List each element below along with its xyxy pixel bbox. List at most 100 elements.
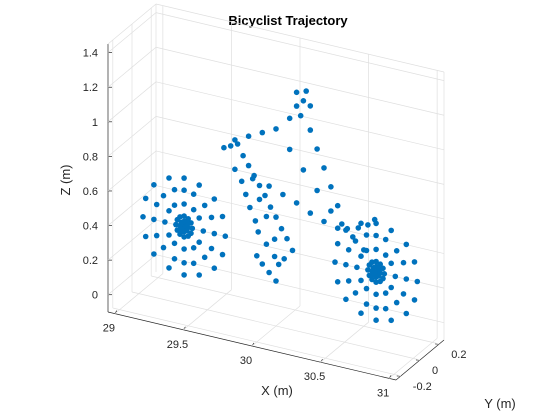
data-point xyxy=(255,229,261,235)
data-point xyxy=(171,186,178,193)
data-point xyxy=(358,253,364,259)
x-tick-label: 30 xyxy=(240,355,252,367)
z-tick-label: 0.4 xyxy=(83,221,98,233)
data-point xyxy=(363,285,370,292)
data-point xyxy=(286,146,293,153)
data-point xyxy=(307,210,314,216)
data-point xyxy=(321,165,327,171)
data-point xyxy=(273,214,279,220)
y-tick-label: -0.2 xyxy=(413,381,432,393)
z-tick-label: 0.8 xyxy=(83,151,98,163)
data-point xyxy=(339,221,345,227)
grid-line-z-side xyxy=(107,254,157,295)
data-point xyxy=(245,162,252,169)
grid-line-z-side xyxy=(107,185,157,226)
data-point xyxy=(334,279,341,285)
data-point xyxy=(219,213,226,220)
data-point xyxy=(160,192,167,199)
x-axis-label: X (m) xyxy=(261,383,293,398)
data-point xyxy=(321,218,327,225)
data-point xyxy=(184,227,190,234)
data-point xyxy=(343,296,349,303)
data-point xyxy=(388,260,395,267)
data-point xyxy=(314,187,320,194)
data-point xyxy=(373,317,379,324)
data-point xyxy=(388,317,395,324)
data-point xyxy=(142,195,149,202)
data-point xyxy=(259,129,266,136)
data-point xyxy=(300,167,307,173)
data-point xyxy=(350,234,356,240)
data-point xyxy=(414,278,421,285)
data-point xyxy=(286,115,293,122)
grid-line-z-back xyxy=(155,46,445,116)
data-point xyxy=(273,126,279,132)
grid-line-z-side xyxy=(107,46,157,88)
y-tick-label: 0.2 xyxy=(451,349,466,361)
z-tick-label: 1 xyxy=(92,117,98,129)
data-point xyxy=(234,141,241,147)
data-point xyxy=(151,182,157,188)
data-point xyxy=(245,133,252,139)
data-point xyxy=(400,259,407,266)
x-tick-label: 30.5 xyxy=(304,371,325,383)
box-edge xyxy=(155,3,445,73)
data-point xyxy=(328,208,334,214)
z-tick-label: 1.2 xyxy=(83,82,98,94)
data-point xyxy=(344,225,351,232)
y-tick-label: 0 xyxy=(432,365,438,377)
data-point xyxy=(358,277,364,284)
data-point xyxy=(227,143,234,149)
data-point xyxy=(196,182,202,188)
data-point xyxy=(303,88,310,94)
grid-line-z-side xyxy=(107,219,157,261)
data-point xyxy=(373,305,379,311)
data-point xyxy=(388,284,395,291)
data-point xyxy=(181,187,187,193)
data-point xyxy=(190,260,197,267)
data-point xyxy=(314,146,320,152)
data-point xyxy=(293,103,300,109)
data-point xyxy=(365,222,371,228)
data-point xyxy=(188,230,194,237)
data-point xyxy=(376,273,382,279)
data-point xyxy=(382,290,389,296)
data-point xyxy=(355,225,362,231)
data-point xyxy=(166,265,172,271)
data-point xyxy=(181,201,187,207)
chart-title: Bicyclist Trajectory xyxy=(228,13,348,28)
data-point xyxy=(289,247,296,254)
data-point xyxy=(181,175,187,181)
data-point xyxy=(174,216,181,223)
z-tick-label: 0 xyxy=(92,290,98,302)
data-point xyxy=(400,291,407,297)
data-point xyxy=(263,213,270,220)
data-point xyxy=(153,201,160,208)
data-point xyxy=(208,214,215,221)
data-point xyxy=(253,253,260,259)
data-point xyxy=(267,204,274,210)
data-point xyxy=(284,235,290,242)
data-point xyxy=(171,240,178,247)
data-point xyxy=(259,261,266,267)
grid-line-z-back xyxy=(155,12,445,81)
data-point xyxy=(373,246,379,253)
data-point xyxy=(411,259,418,265)
data-point xyxy=(373,232,379,239)
data-point xyxy=(200,228,207,234)
data-point xyxy=(196,272,202,278)
data-point xyxy=(166,208,172,214)
grid-line-y-floor xyxy=(112,307,401,377)
grid-line-z-back xyxy=(155,185,445,254)
data-point xyxy=(190,191,197,197)
grid-line-y-floor xyxy=(131,291,421,361)
data-point xyxy=(243,191,249,198)
data-point xyxy=(232,137,238,143)
data-point xyxy=(196,239,202,245)
data-point xyxy=(369,259,375,266)
grid-line-z-back xyxy=(155,150,445,220)
data-point xyxy=(403,276,410,282)
data-point xyxy=(181,272,187,278)
x-tick-label: 31 xyxy=(377,387,389,399)
